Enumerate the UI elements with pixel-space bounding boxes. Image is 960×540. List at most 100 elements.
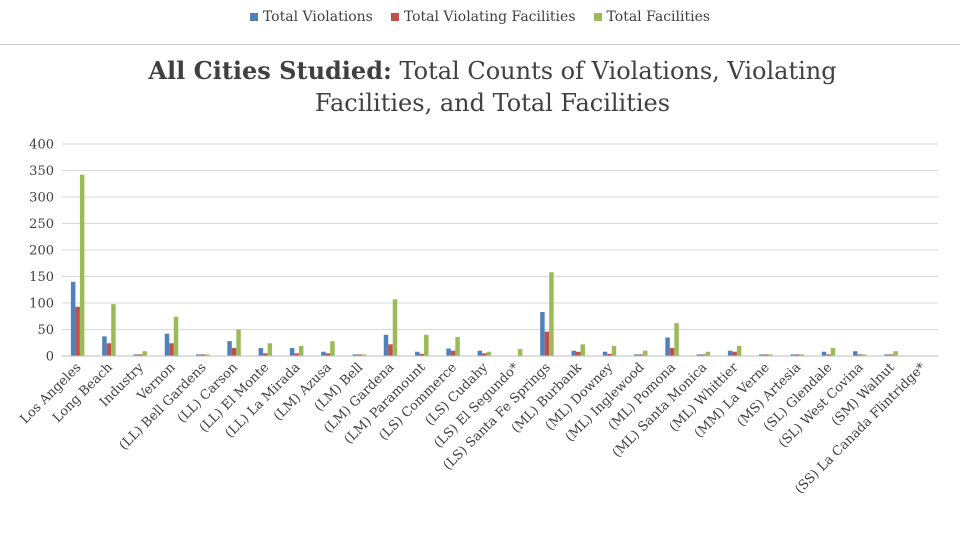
chart-title: All Cities Studied: Total Counts of Viol… [120,55,865,119]
bar-total-violating-facilities-lm-paramount [419,353,425,356]
bar-total-facilities-vernon [173,316,179,356]
legend-label-total-violations: Total Violations [262,9,373,25]
bar-total-facilities-lm-paramount [424,334,429,356]
bar-total-facilities-ml-whittier [736,345,742,356]
bar-total-violations-ms-artesia [790,354,795,356]
bar-total-violations-ml-burbank [571,350,576,356]
y-tick-label: 350 [29,164,54,179]
bar-total-violating-facilities-industry [137,354,143,356]
bar-total-violating-facilities-ml-burbank [575,351,581,356]
bar-total-violations-ll-la-mirada [289,348,295,356]
bar-total-violating-facilities-vernon [169,343,174,356]
chart-title-bold: All Cities Studied: [148,56,392,85]
chart-title-rest: Total Counts of Violations, Violating Fa… [314,57,837,117]
bar-total-violating-facilities-ll-carson [231,348,237,356]
bar-total-violating-facilities-sm-walnut [888,354,894,356]
bar-total-facilities-lm-azusa [330,341,335,356]
y-tick-label: 100 [29,297,54,312]
bar-total-violating-facilities-ls-cudahy [482,353,487,356]
bar-total-violations-lm-bell [352,354,357,356]
bar-total-violating-facilities-lm-gardena [388,344,393,356]
bar-total-facilities-ls-commerce [455,336,460,356]
bar-total-violating-facilities-ml-inglewood [638,354,644,356]
bar-total-facilities-long-beach [111,304,116,356]
bar-total-violations-vernon [164,333,170,356]
bar-total-facilities-ll-la-mirada [298,345,304,356]
bar-total-facilities-lm-bell [361,354,366,356]
bar-total-facilities-ls-el-segundo [517,349,523,356]
bar-total-violating-facilities-ms-artesia [794,354,800,356]
bar-total-facilities-industry [142,351,147,356]
bar-total-facilities-ll-el-monte [267,343,273,356]
bar-total-violations-industry [133,354,138,356]
bar-total-violating-facilities-ll-bell-gardens [200,354,206,356]
bar-total-violations-ls-santa-fe-springs [540,312,545,356]
bar-total-violations-long-beach [102,336,107,356]
y-tick-label: 200 [29,244,54,259]
legend-swatch-total-violating-facilities [390,13,399,21]
bar-total-facilities-sm-walnut [893,351,898,356]
bar-total-facilities-lm-gardena [392,299,398,356]
bar-total-violations-ml-inglewood [634,354,639,356]
legend-swatch-total-violations [249,13,258,21]
y-tick-label: 400 [29,138,54,153]
bar-total-violations-los-angeles [70,281,76,356]
y-tick-label: 50 [37,323,54,338]
bar-total-facilities-ml-santa-monica [705,351,711,356]
bar-total-violating-facilities-ll-el-monte [263,353,268,356]
bar-total-violating-facilities-sl-glendale [826,354,831,356]
bar-total-violations-ll-el-monte [258,348,264,356]
bar-total-facilities-ml-pomona [674,323,679,356]
bar-total-facilities-sl-glendale [830,348,836,356]
bar-total-violations-sl-west-covina [853,351,858,356]
legend-item-total-facilities: Total Facilities [593,9,711,25]
bar-total-facilities-ls-santa-fe-springs [549,272,554,356]
bar-total-facilities-ll-bell-gardens [205,354,210,356]
bar-total-facilities-sl-west-covina [862,354,867,356]
bar-total-facilities-ll-carson [236,329,241,356]
bar-total-facilities-ml-downey [611,345,617,356]
bar-total-violating-facilities-ml-pomona [669,348,675,356]
bar-total-violating-facilities-ls-santa-fe-springs [544,331,550,356]
bar-total-violating-facilities-sl-west-covina [857,354,863,356]
bar-total-violations-ml-whittier [727,350,733,356]
bar-total-facilities-ms-artesia [799,354,804,356]
y-tick-label: 300 [29,191,54,206]
bar-total-violations-ll-bell-gardens [196,354,201,356]
bar-total-facilities-ml-inglewood [643,350,648,356]
bar-total-violations-ml-pomona [665,337,670,356]
bar-total-violations-lm-azusa [321,351,326,356]
chart-legend: Total Violations Total Violating Facilit… [0,4,960,30]
bar-total-violations-mm-la-verne [759,354,764,356]
bar-total-violating-facilities-ll-la-mirada [294,353,299,356]
y-tick-label: 150 [29,270,54,285]
bar-total-violating-facilities-ml-santa-monica [701,354,706,356]
bar-total-facilities-los-angeles [79,174,85,356]
bar-total-violations-lm-gardena [383,334,389,356]
bar-total-violating-facilities-ml-downey [607,353,612,356]
bar-total-facilities-ml-burbank [580,344,585,356]
bar-total-violations-sm-walnut [884,354,889,356]
bar-total-violating-facilities-lm-bell [356,354,362,356]
legend-label-total-violating-facilities: Total Violating Facilities [403,9,576,25]
legend-divider [0,44,960,45]
bar-total-violations-ml-santa-monica [696,354,702,356]
bar-total-violations-lm-paramount [415,351,420,356]
y-tick-label: 250 [29,217,54,232]
bar-total-facilities-mm-la-verne [768,354,773,356]
legend-item-total-violations: Total Violations [249,9,373,25]
bar-total-violations-sl-glendale [821,351,827,356]
bar-total-violations-ls-cudahy [477,350,483,356]
bar-total-violating-facilities-lm-azusa [325,353,331,356]
legend-label-total-facilities: Total Facilities [606,9,711,25]
bar-total-violating-facilities-ls-commerce [450,350,456,356]
bar-total-violating-facilities-los-angeles [75,306,80,356]
bar-total-violations-ll-carson [227,341,232,356]
bar-total-violations-ml-downey [602,351,608,356]
bar-total-facilities-ls-cudahy [486,351,492,356]
bar-total-violating-facilities-mm-la-verne [763,354,769,356]
bar-total-violating-facilities-long-beach [106,343,112,356]
y-tick-label: 0 [46,350,54,365]
legend-swatch-total-facilities [593,13,602,21]
